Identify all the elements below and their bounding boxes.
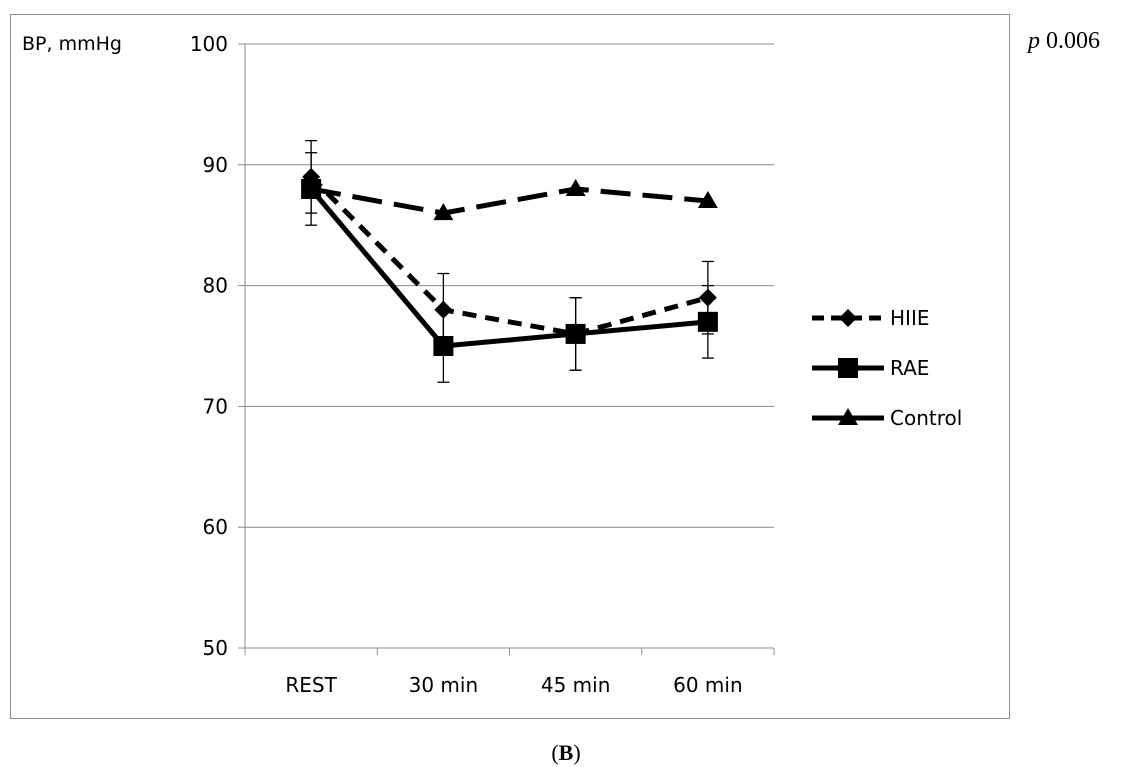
legend-label-rae: RAE xyxy=(890,356,929,380)
legend-label-hiie: HIIE xyxy=(890,306,929,330)
data-point-hiie xyxy=(434,300,453,319)
series-line-hiie xyxy=(309,175,709,337)
series-layer xyxy=(309,175,709,349)
y-tick-label: 90 xyxy=(203,153,228,177)
data-point-control xyxy=(697,191,718,209)
panel-label: (B) xyxy=(551,740,580,765)
y-tick-label: 70 xyxy=(203,394,228,418)
data-point-rae xyxy=(433,336,454,356)
x-tick-label: 30 min xyxy=(409,673,479,697)
x-tick-label: 45 min xyxy=(541,673,611,697)
series-line-rae xyxy=(309,187,709,349)
data-point-rae xyxy=(565,323,586,344)
data-point-control xyxy=(433,203,454,221)
marker-layer xyxy=(301,167,718,356)
panel-label-close: ) xyxy=(573,740,580,765)
data-point-control xyxy=(301,178,322,196)
legend-marker-hiie xyxy=(839,309,857,327)
y-tick-label: 60 xyxy=(203,515,228,539)
x-tick-label: 60 min xyxy=(673,673,743,697)
legend-label-control: Control xyxy=(890,406,962,430)
panel-label-letter: B xyxy=(559,740,574,765)
series-line-control xyxy=(310,186,709,216)
data-point-rae xyxy=(697,311,718,332)
legend-layer: HIIE RAE Control xyxy=(812,306,962,430)
data-point-hiie xyxy=(698,288,717,307)
y-tick-label: 50 xyxy=(203,636,228,660)
legend-marker-control xyxy=(838,408,858,425)
y-tick-label: 100 xyxy=(190,32,228,56)
p-value: 0.006 xyxy=(1046,28,1100,54)
legend-marker-rae xyxy=(838,358,858,378)
p-symbol: p xyxy=(1026,28,1040,54)
axis-layer: 50 60 70 80 90 100 REST 30 min 45 min 60 min xyxy=(190,32,775,697)
x-tick-label: REST xyxy=(285,673,337,697)
y-axis-label: BP, mmHg xyxy=(22,33,122,55)
panel-label-open: ( xyxy=(551,740,558,765)
y-tick-label: 80 xyxy=(203,274,228,298)
data-point-control xyxy=(565,178,586,196)
grid-layer xyxy=(245,43,774,528)
p-value-annotation: p 0.006 xyxy=(1026,28,1100,54)
